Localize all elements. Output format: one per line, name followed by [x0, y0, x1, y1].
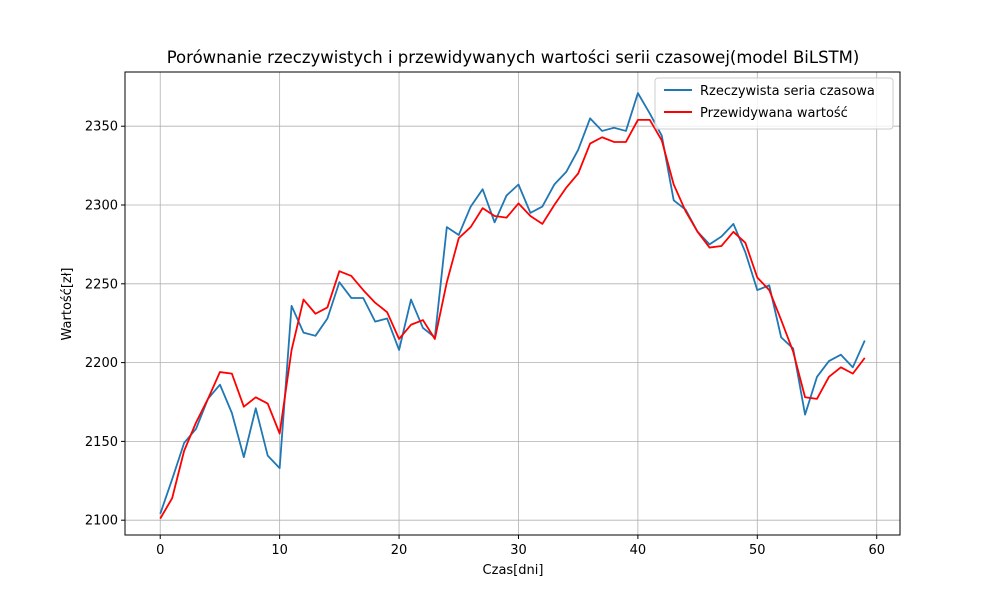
- y-tick-label: 2200: [85, 356, 118, 371]
- y-tick-label: 2150: [85, 435, 118, 450]
- legend-label-predicted: Przewidywana wartość: [700, 106, 848, 121]
- grid: [125, 72, 900, 535]
- predicted-series-line: [159, 119, 866, 520]
- y-axis-label: Wartość[zł]: [60, 268, 75, 341]
- x-tick-label: 50: [749, 543, 766, 558]
- plot-frame: [124, 71, 901, 536]
- y-tick-label: 2350: [85, 120, 118, 135]
- x-tick-label: 30: [510, 543, 527, 558]
- series-lines: [159, 92, 866, 520]
- x-tick-label: 20: [391, 543, 408, 558]
- x-tick-label: 0: [156, 543, 164, 558]
- actual-series-line: [159, 92, 866, 515]
- chart-title: Porównanie rzeczywistych i przewidywanyc…: [167, 48, 860, 67]
- ticks: 0 10 20 30 40 50 60 2100 2150 2200 2250 2300 2350: [85, 120, 885, 558]
- x-axis-label: Czas[dni]: [483, 563, 544, 578]
- legend-box: [654, 77, 894, 130]
- legend: Rzeczywista seria czasowa Przewidywana w…: [654, 77, 894, 130]
- y-tick-label: 2300: [85, 199, 118, 214]
- y-tick-label: 2250: [85, 277, 118, 292]
- y-tick-label: 2100: [85, 514, 118, 529]
- x-tick-label: 40: [630, 543, 647, 558]
- x-tick-label: 10: [271, 543, 288, 558]
- legend-label-actual: Rzeczywista seria czasowa: [700, 84, 875, 99]
- x-tick-label: 60: [868, 543, 885, 558]
